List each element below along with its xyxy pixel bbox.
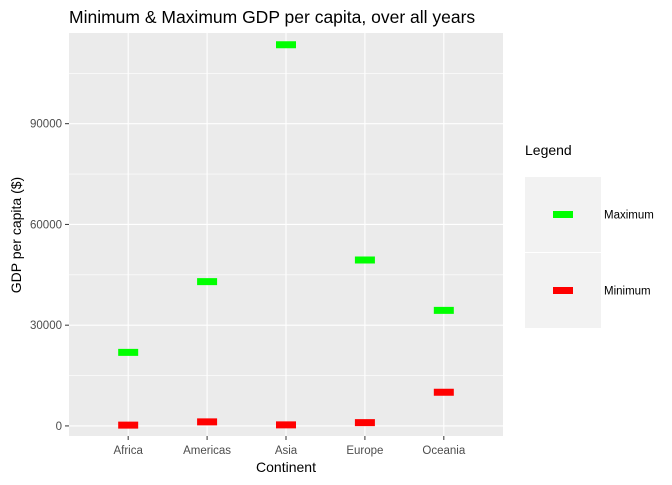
legend-keys: Maximum Minimum <box>525 177 654 328</box>
x-axis-label: Continent <box>256 459 316 475</box>
y-axis-label: GDP per capita ($) <box>8 177 24 293</box>
y-tick-label: 0 <box>56 421 62 433</box>
chart-title: Minimum & Maximum GDP per capita, over a… <box>69 7 475 27</box>
x-axis: Africa Americas Asia Europe Oceania <box>113 436 466 457</box>
legend-label: Minimum <box>604 286 651 298</box>
y-tick-label: 60000 <box>30 219 62 231</box>
x-tick-label: Asia <box>275 445 298 457</box>
legend: Legend Maximum Minimum <box>525 142 654 328</box>
y-tick-label: 90000 <box>30 119 62 131</box>
grid-major-lines <box>69 33 503 436</box>
data-marks <box>118 41 454 429</box>
y-axis: 0 30000 60000 90000 <box>30 119 69 433</box>
x-tick-label: Americas <box>183 445 231 457</box>
legend-title: Legend <box>525 142 572 158</box>
x-tick-label: Europe <box>346 445 383 457</box>
legend-label: Maximum <box>604 210 654 222</box>
x-tick-label: Africa <box>113 445 143 457</box>
x-tick-label: Oceania <box>422 445 465 457</box>
y-tick-label: 30000 <box>30 320 62 332</box>
